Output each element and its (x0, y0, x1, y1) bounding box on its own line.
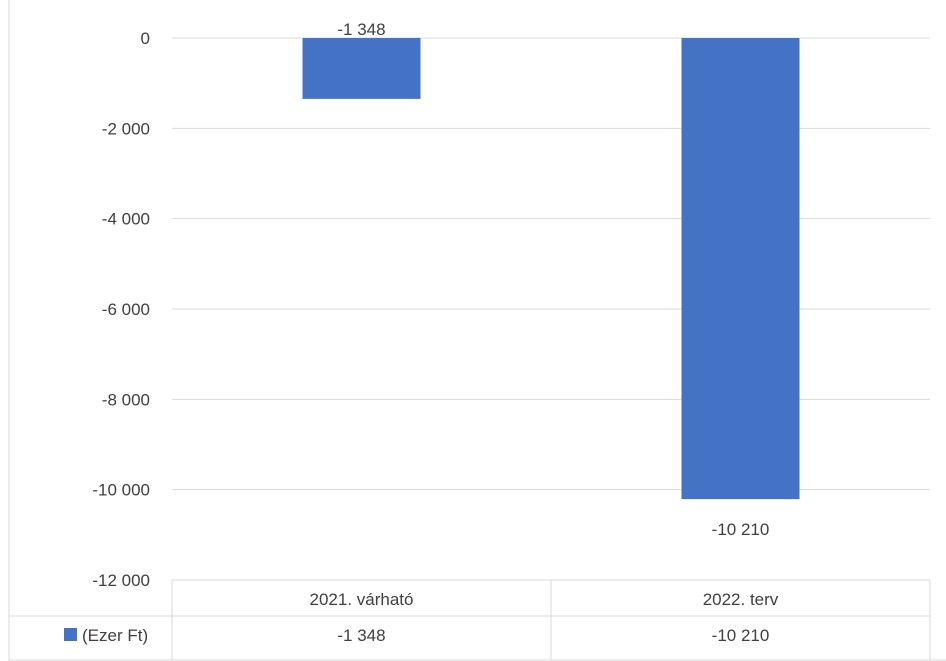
category-label: 2022. terv (703, 590, 779, 609)
y-axis-tick-labels: 0 -2 000 -4 000 -6 000 -8 000 -10 000 -12 000 (92, 29, 150, 590)
data-labels: -1 348 -10 210 (337, 20, 769, 539)
legend-swatch (64, 628, 77, 641)
y-tick-label: -4 000 (102, 210, 150, 229)
y-tick-label: -8 000 (102, 390, 150, 409)
bar (681, 38, 800, 500)
table-value: -10 210 (712, 626, 770, 645)
table-value: -1 348 (337, 626, 385, 645)
data-label: -10 210 (712, 520, 770, 539)
y-tick-label: 0 (141, 29, 150, 48)
data-table: 2021. várható -1 348 2022. terv -10 210 (Eze… (9, 579, 931, 660)
bar (302, 38, 421, 99)
gridlines (172, 37, 930, 491)
y-tick-label: -6 000 (102, 300, 150, 319)
y-tick-label: -10 000 (92, 481, 150, 500)
y-tick-label: -2 000 (102, 119, 150, 138)
bars (302, 38, 800, 500)
category-label: 2021. várható (310, 590, 414, 609)
y-tick-label: -12 000 (92, 571, 150, 590)
data-label: -1 348 (337, 20, 385, 39)
legend-label: (Ezer Ft) (82, 626, 148, 645)
